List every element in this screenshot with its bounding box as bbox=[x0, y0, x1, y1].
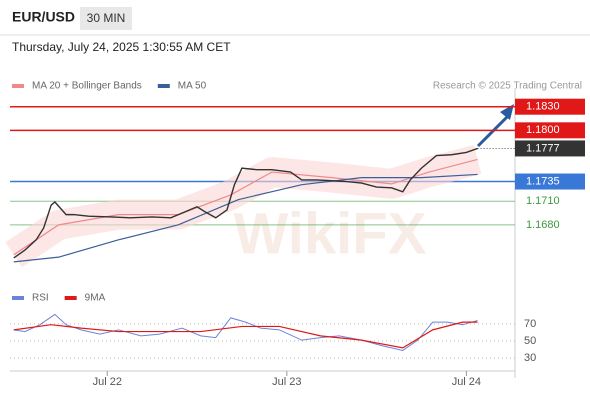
symbol: EUR/USD bbox=[12, 9, 75, 25]
level-label: 1.1777 bbox=[526, 142, 560, 154]
legend-label: RSI bbox=[32, 293, 49, 304]
y-tick-label: 70 bbox=[524, 318, 536, 330]
credit: Research © 2025 Trading Central bbox=[433, 81, 582, 92]
legend-label: MA 50 bbox=[178, 81, 207, 92]
legend-label: 9MA bbox=[85, 293, 106, 304]
legend-swatch bbox=[64, 296, 77, 300]
timeframe: 30 MIN bbox=[87, 11, 126, 25]
x-tick-label: Jul 22 bbox=[93, 376, 122, 388]
level-label: 1.1735 bbox=[526, 175, 560, 187]
level-label: 1.1710 bbox=[526, 195, 560, 207]
series-line bbox=[13, 321, 478, 349]
level-label: 1.1830 bbox=[526, 101, 560, 113]
series-line bbox=[13, 147, 478, 259]
arrow-head bbox=[500, 104, 514, 120]
x-tick-label: Jul 23 bbox=[272, 376, 301, 388]
level-label: 1.1680 bbox=[526, 219, 560, 231]
legend-swatch bbox=[12, 84, 24, 88]
level-box bbox=[515, 122, 585, 139]
level-box bbox=[515, 173, 585, 190]
level-box bbox=[515, 140, 585, 157]
series-line bbox=[13, 173, 478, 263]
y-tick-label: 30 bbox=[524, 352, 536, 364]
level-box bbox=[515, 98, 585, 115]
level-label: 1.1800 bbox=[526, 124, 560, 136]
timestamp: Thursday, July 24, 2025 1:30:55 AM CET bbox=[12, 40, 231, 54]
legend-label: MA 20 + Bollinger Bands bbox=[32, 81, 142, 92]
x-tick-label: Jul 24 bbox=[452, 376, 481, 388]
legend-swatch bbox=[157, 84, 170, 88]
legend-swatch bbox=[12, 296, 24, 300]
watermark: WikiFX bbox=[234, 201, 427, 266]
y-tick-label: 50 bbox=[524, 335, 536, 347]
timeframe-box bbox=[80, 7, 132, 30]
